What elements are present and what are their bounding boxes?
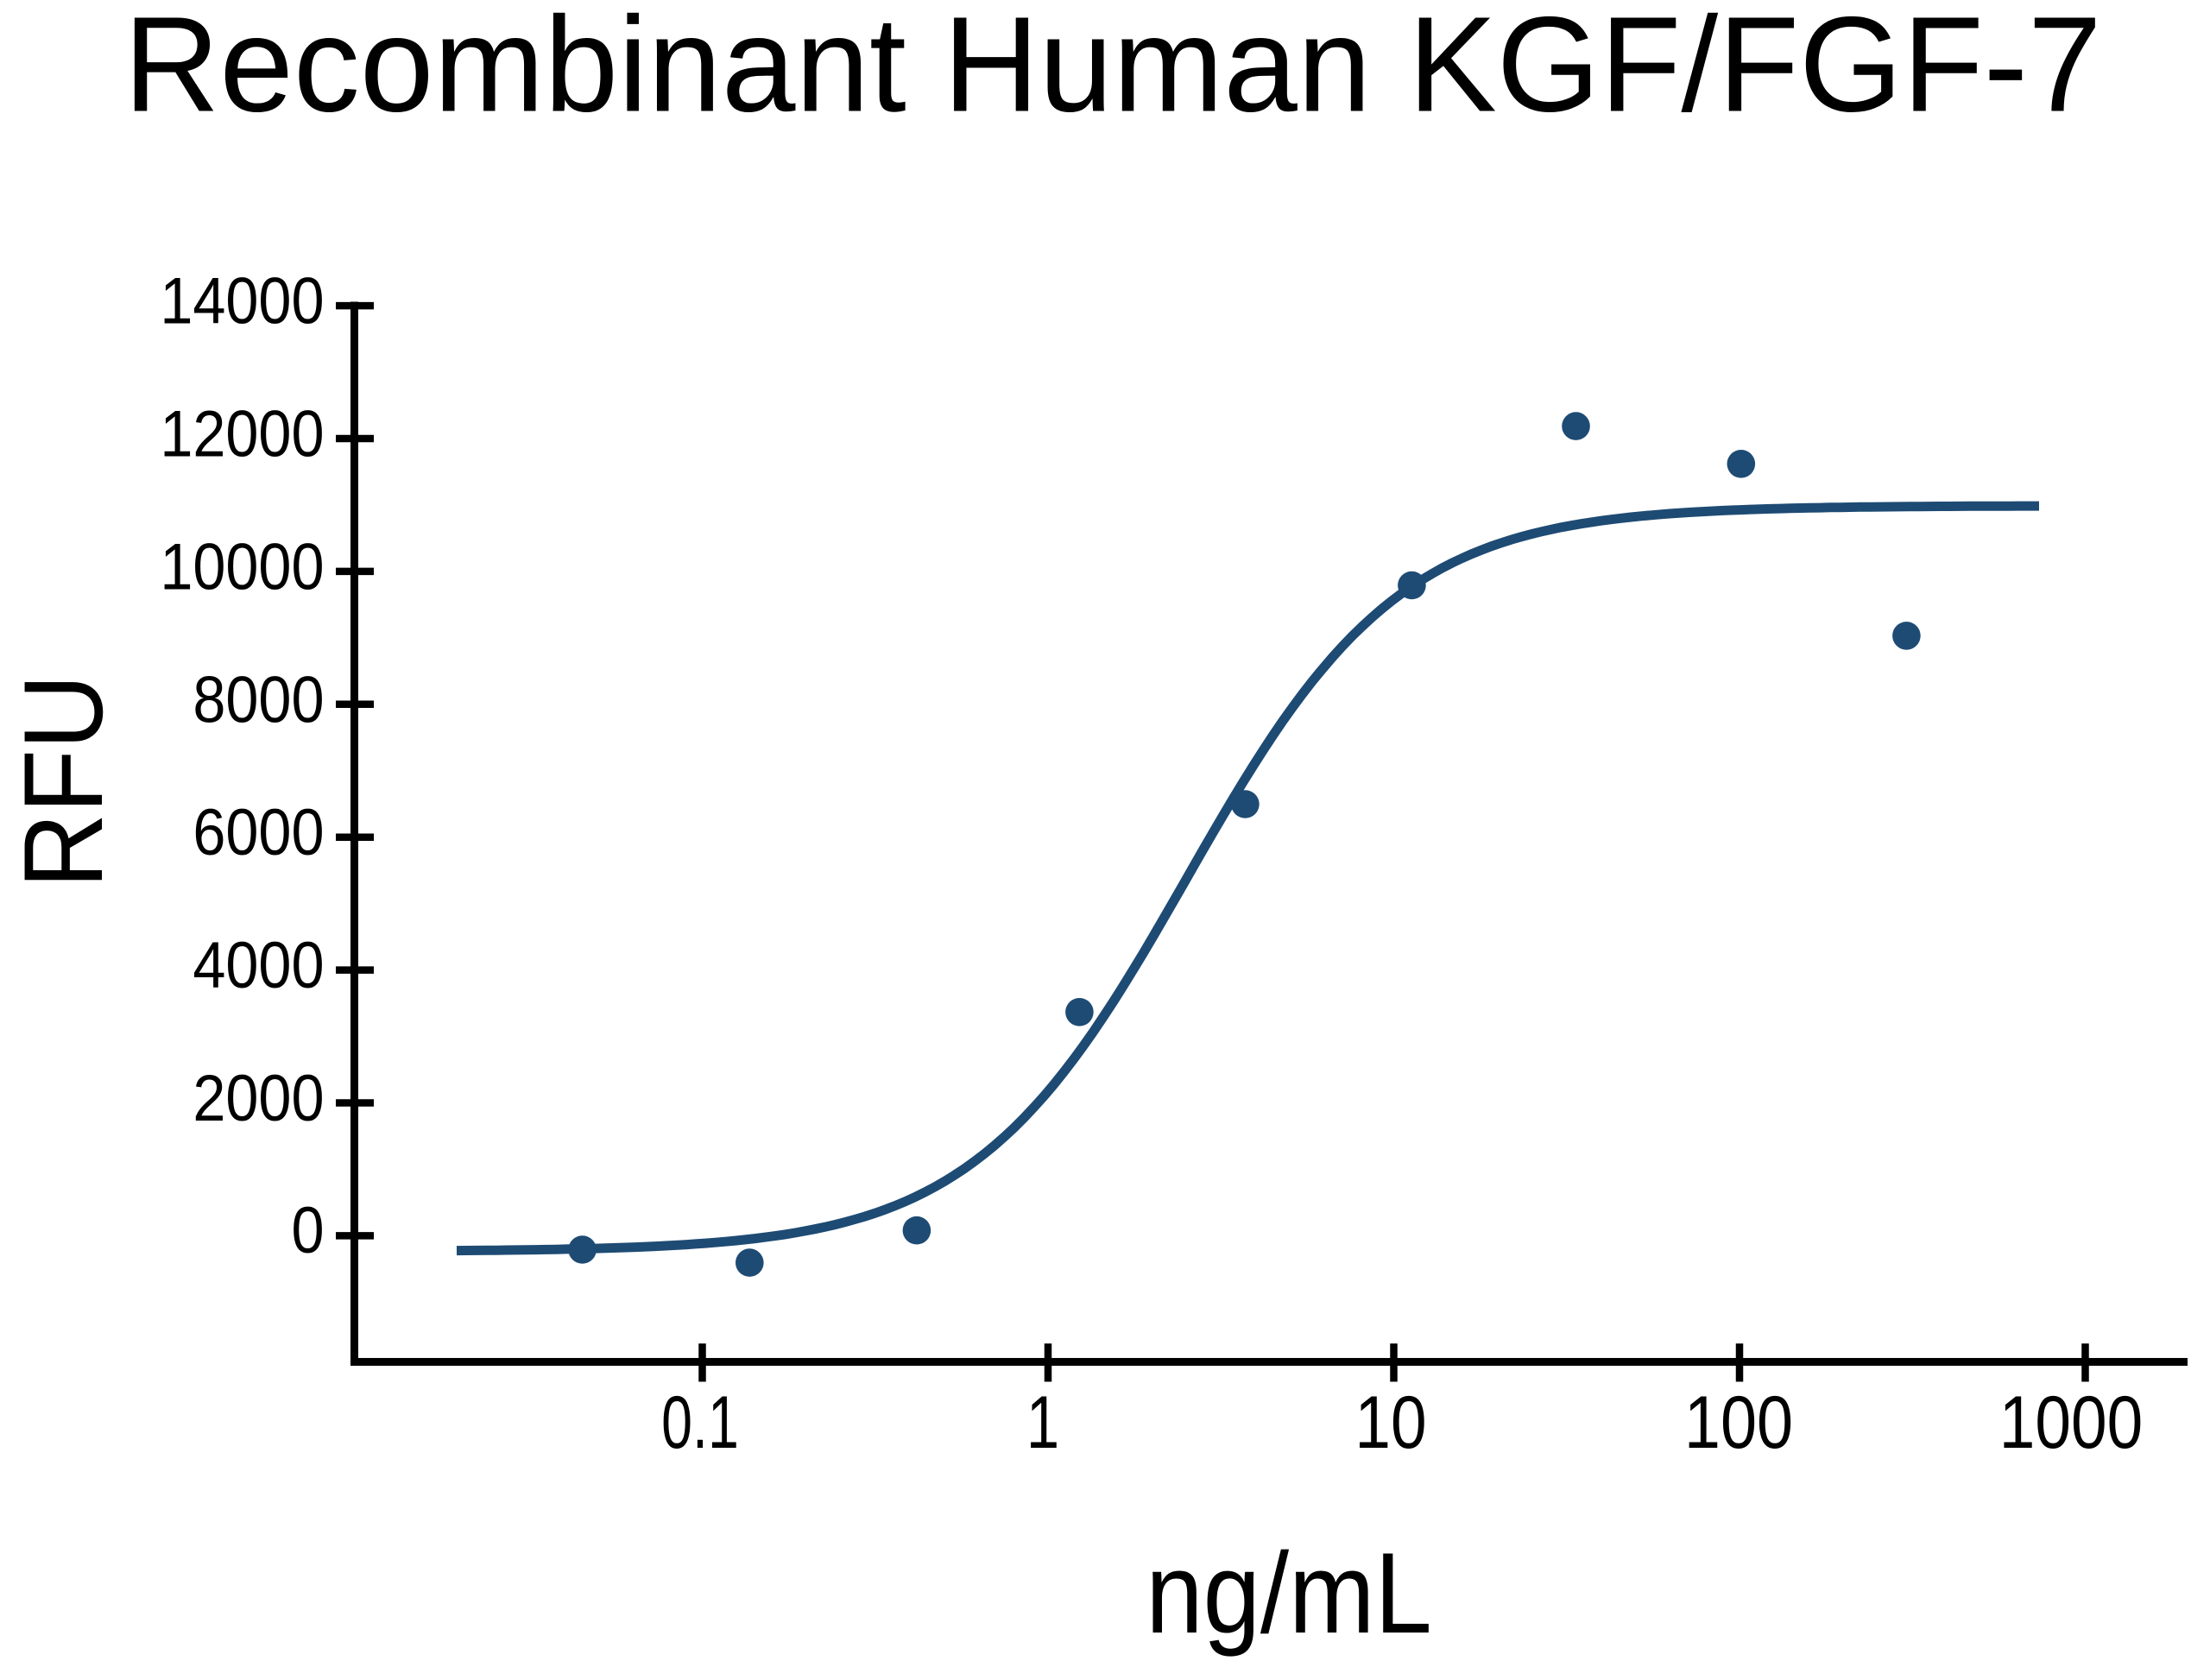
svg-text:0.1: 0.1 [661, 1381, 739, 1464]
svg-text:ng/mL: ng/mL [1146, 1529, 1432, 1657]
svg-text:10000: 10000 [160, 531, 324, 603]
svg-text:10: 10 [1354, 1381, 1426, 1464]
svg-text:2000: 2000 [193, 1063, 324, 1135]
svg-text:100: 100 [1684, 1382, 1793, 1465]
svg-text:1000: 1000 [1999, 1381, 2143, 1464]
svg-text:6000: 6000 [193, 797, 324, 869]
svg-text:1: 1 [1026, 1381, 1059, 1464]
svg-text:14000: 14000 [160, 265, 324, 338]
svg-text:4000: 4000 [193, 930, 324, 1002]
svg-text:RFU: RFU [0, 674, 126, 888]
svg-text:Recombinant Human KGF/FGF-7: Recombinant Human KGF/FGF-7 [123, 0, 2101, 140]
svg-text:0: 0 [291, 1195, 324, 1267]
svg-text:8000: 8000 [193, 664, 324, 736]
svg-text:12000: 12000 [160, 398, 324, 471]
